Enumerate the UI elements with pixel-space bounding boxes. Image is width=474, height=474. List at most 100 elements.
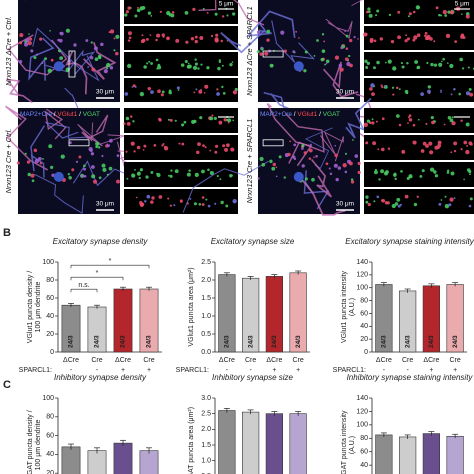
puncta — [169, 174, 173, 178]
puncta — [444, 195, 447, 198]
puncta — [97, 54, 102, 59]
puncta — [256, 50, 260, 54]
puncta — [194, 62, 198, 66]
puncta — [207, 168, 210, 171]
puncta — [147, 11, 152, 15]
puncta — [131, 86, 134, 88]
puncta — [466, 168, 471, 172]
puncta — [303, 151, 307, 155]
puncta — [467, 66, 470, 69]
dendrite — [319, 131, 344, 162]
puncta — [193, 119, 197, 124]
puncta — [256, 30, 261, 35]
puncta — [162, 143, 165, 146]
puncta — [143, 65, 147, 69]
y-tick-label: 100 — [42, 395, 54, 402]
micrograph-group: 30 μm Nrxn123 Cre + Ctrl. MAP2+Cre / VGlut… — [4, 105, 238, 215]
puncta — [131, 173, 136, 178]
puncta — [321, 33, 325, 36]
puncta — [37, 157, 42, 161]
puncta — [215, 144, 219, 148]
x-tick-label: ΔCre — [115, 357, 131, 364]
puncta — [388, 13, 392, 17]
puncta — [65, 28, 70, 33]
puncta — [440, 91, 442, 93]
puncta — [49, 29, 51, 32]
legend-part: VGAT — [83, 111, 100, 118]
puncta — [157, 65, 162, 70]
puncta — [449, 10, 454, 15]
y-axis-label: VGAT puncta density / — [27, 410, 34, 474]
puncta — [404, 39, 408, 43]
bar — [399, 436, 417, 474]
puncta — [468, 141, 473, 146]
puncta — [124, 13, 128, 17]
condition-sign: - — [96, 367, 99, 374]
puncta — [406, 37, 410, 41]
scale-label: 5 μm — [455, 1, 470, 8]
puncta — [221, 64, 224, 67]
puncta — [34, 158, 40, 164]
y-tick-label: 20 — [360, 336, 368, 343]
dendrite — [300, 177, 346, 216]
puncta — [339, 67, 344, 72]
puncta — [78, 155, 82, 159]
puncta — [219, 178, 222, 181]
puncta — [216, 92, 220, 96]
puncta — [427, 85, 432, 89]
puncta — [151, 196, 155, 200]
puncta — [260, 46, 263, 49]
puncta — [210, 34, 214, 38]
micrograph — [258, 108, 360, 214]
condition-sign: - — [406, 367, 409, 374]
legend-part: VGlut1 — [57, 111, 77, 118]
y-tick-label: 0 — [364, 349, 368, 356]
y-tick-label: 0 — [50, 349, 54, 356]
n-label: 24/3 — [404, 335, 411, 348]
puncta — [416, 33, 421, 38]
puncta — [162, 36, 165, 38]
legend-part: / — [317, 111, 322, 118]
puncta — [91, 67, 96, 72]
puncta — [390, 40, 395, 44]
puncta — [460, 148, 463, 150]
puncta — [68, 176, 72, 180]
y-tick-label: 0.5 — [201, 331, 211, 338]
puncta — [461, 13, 463, 16]
condition-label: Nrxn123 ΔCre + Ctrl. — [4, 16, 13, 86]
puncta — [141, 34, 144, 37]
puncta — [39, 37, 43, 41]
puncta — [429, 167, 435, 172]
puncta — [469, 92, 474, 97]
puncta — [116, 154, 120, 157]
roi-box — [68, 50, 76, 78]
puncta — [181, 123, 185, 127]
y-tick-label: 100 — [356, 422, 368, 429]
scale-label: 30 μm — [336, 201, 354, 208]
dendrite — [65, 50, 88, 95]
puncta — [156, 33, 161, 38]
puncta — [27, 172, 31, 177]
puncta — [159, 10, 162, 13]
scale-label: 30 μm — [96, 89, 114, 96]
puncta — [196, 150, 200, 155]
puncta — [134, 168, 136, 171]
n-label: 24/3 — [271, 335, 278, 348]
puncta — [424, 34, 427, 38]
puncta — [400, 62, 403, 65]
significance-label: n.s. — [78, 282, 89, 289]
dendrite — [28, 37, 55, 81]
puncta — [57, 38, 60, 42]
puncta — [168, 89, 172, 93]
puncta — [365, 65, 369, 69]
puncta — [214, 150, 218, 154]
puncta — [448, 203, 452, 207]
puncta — [406, 176, 410, 180]
puncta — [453, 141, 458, 146]
puncta — [115, 51, 119, 56]
puncta — [166, 36, 169, 40]
puncta — [398, 88, 401, 91]
puncta — [134, 14, 138, 18]
puncta — [397, 204, 401, 208]
y-tick-label: 80 — [360, 435, 368, 442]
